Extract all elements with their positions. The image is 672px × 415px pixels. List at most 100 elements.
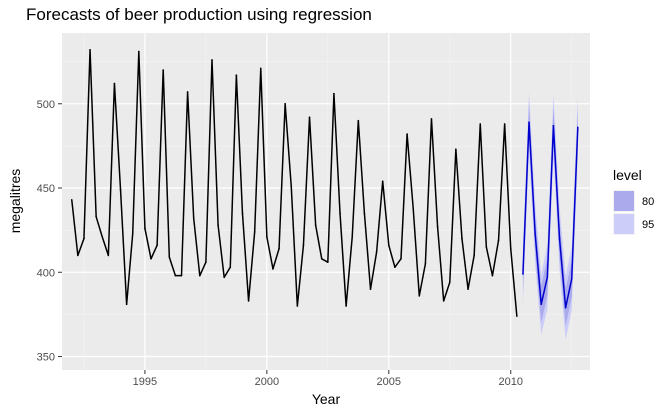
actual-point bbox=[131, 232, 134, 235]
actual-point bbox=[394, 266, 396, 269]
actual-point bbox=[296, 305, 299, 307]
x-axis-title: Year bbox=[312, 391, 341, 407]
actual-point bbox=[101, 236, 104, 238]
plot-panel bbox=[62, 33, 590, 370]
major-grid bbox=[62, 33, 590, 370]
legend-key-95 bbox=[614, 214, 634, 234]
actual-point bbox=[278, 247, 280, 250]
actual-point bbox=[357, 119, 360, 122]
actual-point bbox=[308, 116, 311, 119]
actual-point bbox=[467, 288, 469, 290]
actual-point bbox=[290, 185, 293, 188]
legend-title: level bbox=[613, 167, 642, 183]
actual-point bbox=[381, 180, 384, 183]
actual-point bbox=[272, 268, 274, 270]
forecast-point bbox=[552, 124, 555, 127]
actual-point bbox=[253, 231, 256, 233]
x-tick-label: 2005 bbox=[377, 376, 401, 388]
y-tick-label: 400 bbox=[37, 267, 55, 279]
actual-point bbox=[119, 188, 122, 191]
actual-point bbox=[83, 237, 85, 240]
actual-point bbox=[497, 239, 500, 242]
legend-label-80: 80 bbox=[642, 196, 654, 208]
actual-point bbox=[424, 263, 427, 265]
actual-point bbox=[89, 49, 91, 51]
actual-point bbox=[406, 133, 408, 135]
actual-point bbox=[516, 315, 518, 317]
forecast-point bbox=[528, 121, 530, 124]
actual-point bbox=[107, 254, 110, 257]
actual-point bbox=[192, 217, 195, 220]
actual-point bbox=[235, 74, 238, 76]
actual-point bbox=[363, 212, 366, 215]
actual-point bbox=[455, 148, 457, 151]
actual-point bbox=[156, 244, 158, 247]
forecast-point bbox=[540, 303, 543, 306]
actual-point bbox=[95, 215, 97, 218]
actual-point bbox=[162, 69, 165, 71]
actual-point bbox=[333, 92, 335, 95]
actual-point bbox=[473, 254, 475, 257]
actual-point bbox=[412, 207, 414, 210]
y-axis-title: megalitres bbox=[7, 169, 23, 234]
actual-point bbox=[247, 300, 250, 302]
actual-point bbox=[198, 274, 201, 277]
x-axis: 1995 2000 2005 2010 bbox=[133, 370, 523, 388]
actual-point bbox=[351, 236, 354, 238]
y-tick-label: 450 bbox=[37, 183, 55, 195]
actual-point bbox=[314, 224, 317, 226]
actual-point bbox=[125, 303, 128, 306]
actual-point bbox=[436, 225, 439, 228]
actual-point bbox=[479, 123, 482, 125]
legend: level 80 95 bbox=[613, 167, 654, 235]
actual-point bbox=[461, 237, 463, 240]
actual-point bbox=[284, 102, 286, 105]
actual-point bbox=[485, 246, 488, 248]
actual-point bbox=[375, 251, 378, 253]
data-points bbox=[70, 49, 579, 317]
x-tick-label: 1995 bbox=[133, 376, 157, 388]
forecast-point bbox=[564, 306, 567, 309]
actual-point bbox=[503, 123, 506, 125]
y-axis: 350 400 450 500 bbox=[37, 99, 62, 364]
forecast-point bbox=[522, 273, 524, 275]
actual-point bbox=[211, 59, 213, 61]
actual-point bbox=[302, 244, 305, 247]
actual-line bbox=[71, 49, 518, 317]
actual-point bbox=[205, 261, 207, 263]
x-tick-label: 2000 bbox=[255, 376, 279, 388]
chart-title: Forecasts of beer production using regre… bbox=[26, 5, 372, 24]
actual-point bbox=[138, 50, 140, 53]
actual-point bbox=[186, 91, 189, 93]
actual-point bbox=[448, 281, 451, 284]
actual-point bbox=[113, 82, 116, 85]
actual-point bbox=[174, 274, 177, 277]
minor-grid bbox=[62, 33, 590, 370]
series-lines bbox=[71, 49, 579, 317]
actual-point bbox=[241, 212, 244, 215]
actual-point bbox=[150, 257, 152, 260]
actual-point bbox=[259, 67, 262, 70]
actual-point bbox=[387, 244, 390, 247]
actual-point bbox=[229, 266, 232, 269]
y-tick-label: 350 bbox=[37, 352, 55, 364]
actual-point bbox=[217, 224, 219, 226]
y-tick-label: 500 bbox=[37, 99, 55, 111]
actual-point bbox=[223, 276, 225, 279]
actual-point bbox=[430, 118, 433, 120]
actual-point bbox=[168, 256, 171, 258]
actual-point bbox=[339, 212, 341, 215]
actual-point bbox=[266, 236, 268, 238]
forecast-point bbox=[546, 276, 549, 279]
actual-point bbox=[345, 305, 347, 307]
actual-point bbox=[327, 261, 329, 263]
forecast-line bbox=[522, 121, 579, 309]
actual-point bbox=[442, 300, 445, 302]
actual-point bbox=[400, 257, 402, 260]
legend-key-80 bbox=[614, 191, 634, 211]
actual-point bbox=[144, 227, 146, 230]
actual-point bbox=[509, 247, 512, 250]
forecast-point bbox=[534, 232, 536, 235]
actual-point bbox=[70, 199, 73, 201]
